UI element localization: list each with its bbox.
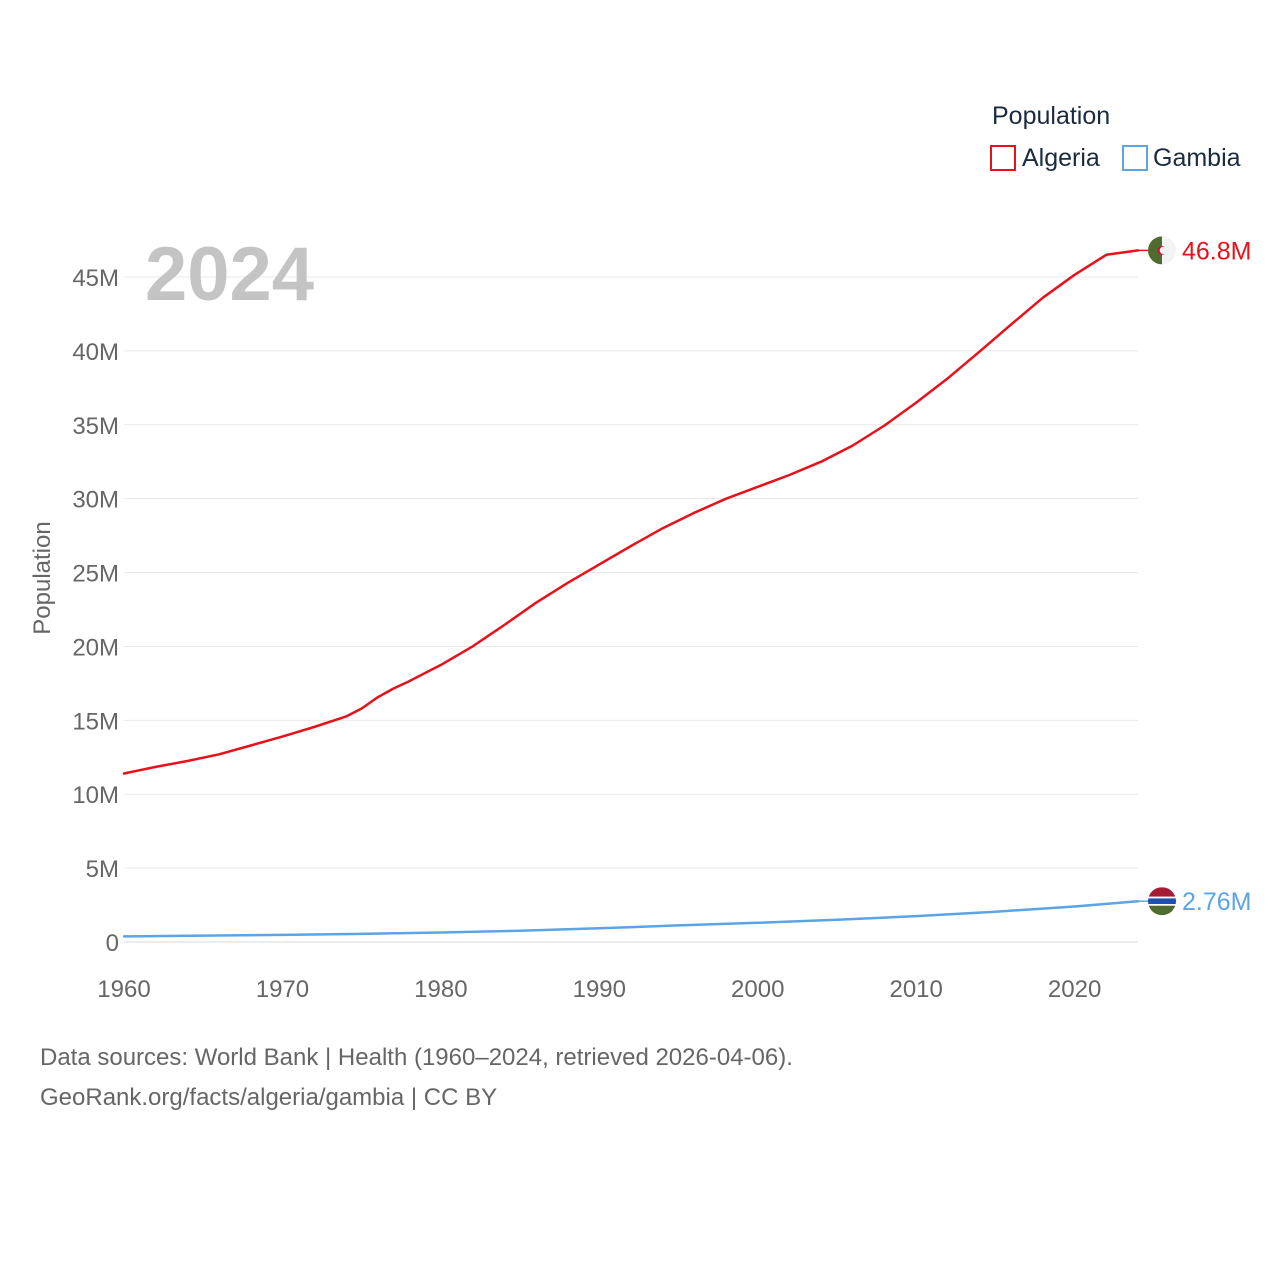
y-tick-label: 25M bbox=[72, 561, 119, 588]
end-label-gambia: 2.76M bbox=[1182, 888, 1251, 916]
y-tick-label: 0 bbox=[106, 930, 119, 957]
legend-item-algeria[interactable]: Algeria bbox=[990, 144, 1100, 172]
y-tick-label: 5M bbox=[86, 856, 119, 883]
source-line-2[interactable]: GeoRank.org/facts/algeria/gambia | CC BY bbox=[40, 1084, 498, 1111]
legend[interactable]: Population Algeria Gambia bbox=[990, 102, 1241, 172]
y-axis-title: Population bbox=[29, 521, 56, 634]
x-tick-label: 1960 bbox=[97, 976, 150, 1003]
series-line-algeria[interactable] bbox=[122, 249, 1140, 775]
y-tick-label: 20M bbox=[72, 634, 119, 661]
x-axis-ticks: 1960 1970 1980 1990 2000 2010 2020 bbox=[97, 976, 1101, 1003]
x-tick-label: 2020 bbox=[1048, 976, 1101, 1003]
series-lines bbox=[122, 249, 1148, 938]
x-tick-label: 2000 bbox=[731, 976, 784, 1003]
year-label: 2024 bbox=[145, 232, 314, 317]
grid-lines bbox=[124, 276, 1138, 943]
y-tick-label: 30M bbox=[72, 487, 119, 514]
x-tick-label: 1970 bbox=[256, 976, 309, 1003]
y-tick-label: 15M bbox=[72, 708, 119, 735]
x-tick-label: 1980 bbox=[414, 976, 467, 1003]
y-tick-label: 10M bbox=[72, 782, 119, 809]
source-line-1: Data sources: World Bank | Health (1960–… bbox=[40, 1044, 793, 1071]
y-tick-label: 35M bbox=[72, 413, 119, 440]
algeria-flag-icon bbox=[1148, 236, 1176, 265]
end-label-algeria: 46.8M bbox=[1182, 237, 1251, 265]
x-tick-label: 1990 bbox=[573, 976, 626, 1003]
y-axis-ticks: 0 5M 10M 15M 20M 25M 30M 35M 40M 45M bbox=[72, 265, 119, 957]
legend-item-gambia[interactable]: Gambia bbox=[1122, 144, 1241, 172]
y-tick-label: 45M bbox=[72, 265, 119, 292]
legend-swatch-gambia bbox=[1122, 145, 1148, 171]
gambia-flag-icon bbox=[1148, 887, 1176, 916]
legend-swatch-algeria bbox=[990, 145, 1016, 171]
legend-title: Population bbox=[992, 102, 1110, 130]
series-line-gambia[interactable] bbox=[122, 899, 1140, 938]
y-tick-label: 40M bbox=[72, 339, 119, 366]
legend-label-algeria: Algeria bbox=[1022, 144, 1100, 172]
x-tick-label: 2010 bbox=[889, 976, 942, 1003]
legend-label-gambia: Gambia bbox=[1153, 144, 1241, 172]
